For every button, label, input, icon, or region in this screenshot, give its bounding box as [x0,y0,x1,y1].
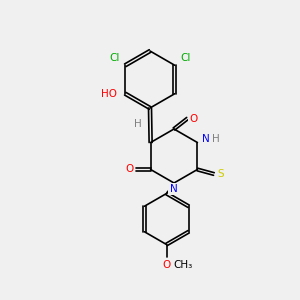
Text: O: O [189,113,198,124]
Text: H: H [134,119,142,129]
Text: Cl: Cl [110,53,120,63]
Text: H: H [212,134,220,145]
Text: HO: HO [101,89,117,99]
Text: O: O [162,260,171,270]
Text: CH₃: CH₃ [173,260,193,270]
Text: S: S [217,169,224,179]
Text: Cl: Cl [180,53,190,63]
Text: O: O [125,164,133,175]
Text: N: N [202,134,210,145]
Text: N: N [169,184,177,194]
